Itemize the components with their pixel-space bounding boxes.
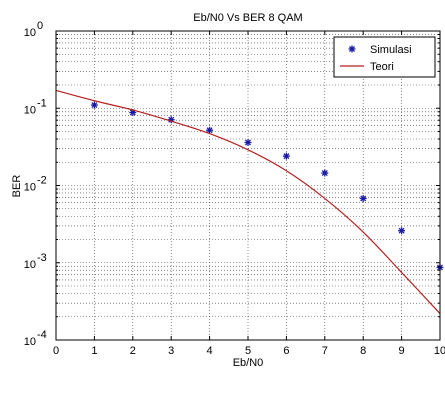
data-point-simulasi bbox=[129, 109, 137, 117]
x-tick-label: 5 bbox=[245, 345, 251, 357]
x-tick-label: 7 bbox=[322, 345, 328, 357]
data-point-simulasi bbox=[90, 101, 98, 109]
grid-lines bbox=[56, 31, 440, 340]
legend-entry-label: Simulasi bbox=[370, 44, 412, 56]
x-tick-label: 6 bbox=[283, 345, 289, 357]
x-tick-label: 2 bbox=[130, 345, 136, 357]
x-tick-label: 8 bbox=[360, 345, 366, 357]
x-tick-label: 3 bbox=[168, 345, 174, 357]
plot-area bbox=[55, 89, 444, 314]
y-axis-label: BER bbox=[11, 175, 23, 198]
y-tick-label: 10 bbox=[24, 336, 36, 348]
y-tick-label: 10 bbox=[24, 104, 36, 116]
data-point-simulasi bbox=[398, 227, 406, 235]
chart-title: Eb/N0 Vs BER 8 QAM bbox=[193, 12, 302, 24]
data-point-simulasi bbox=[359, 194, 367, 202]
x-axis-label: Eb/N0 bbox=[233, 357, 264, 369]
x-tick-label: 4 bbox=[207, 345, 213, 357]
y-tick-label-exponent: -2 bbox=[37, 175, 47, 187]
x-tick-label: 9 bbox=[399, 345, 405, 357]
legend: Simulasi Teori bbox=[333, 36, 436, 78]
x-tick-label: 10 bbox=[434, 345, 445, 357]
data-point-simulasi bbox=[282, 152, 290, 160]
data-point-simulasi bbox=[321, 169, 329, 177]
y-tick-label: 10 bbox=[24, 182, 36, 194]
y-tick-label: 10 bbox=[24, 27, 36, 39]
y-tick-label-exponent: 0 bbox=[37, 20, 43, 32]
legend-entry-label: Teori bbox=[370, 61, 394, 73]
y-tick-label-exponent: -4 bbox=[37, 329, 47, 341]
y-tick-label: 10 bbox=[24, 259, 36, 271]
series-line-teori bbox=[55, 89, 441, 314]
x-tick-label: 1 bbox=[91, 345, 97, 357]
data-point-simulasi bbox=[206, 126, 214, 134]
legend-swatch-simulasi bbox=[348, 45, 356, 53]
x-tick-label: 0 bbox=[53, 345, 59, 357]
data-point-simulasi bbox=[244, 139, 252, 147]
axes-frame bbox=[55, 30, 441, 341]
y-tick-label-exponent: -1 bbox=[37, 97, 47, 109]
legend-box bbox=[333, 36, 436, 78]
x-tick-labels: 0 1 2 3 4 5 6 7 8 9 10 bbox=[53, 345, 445, 357]
y-tick-label-exponent: -3 bbox=[37, 252, 47, 264]
